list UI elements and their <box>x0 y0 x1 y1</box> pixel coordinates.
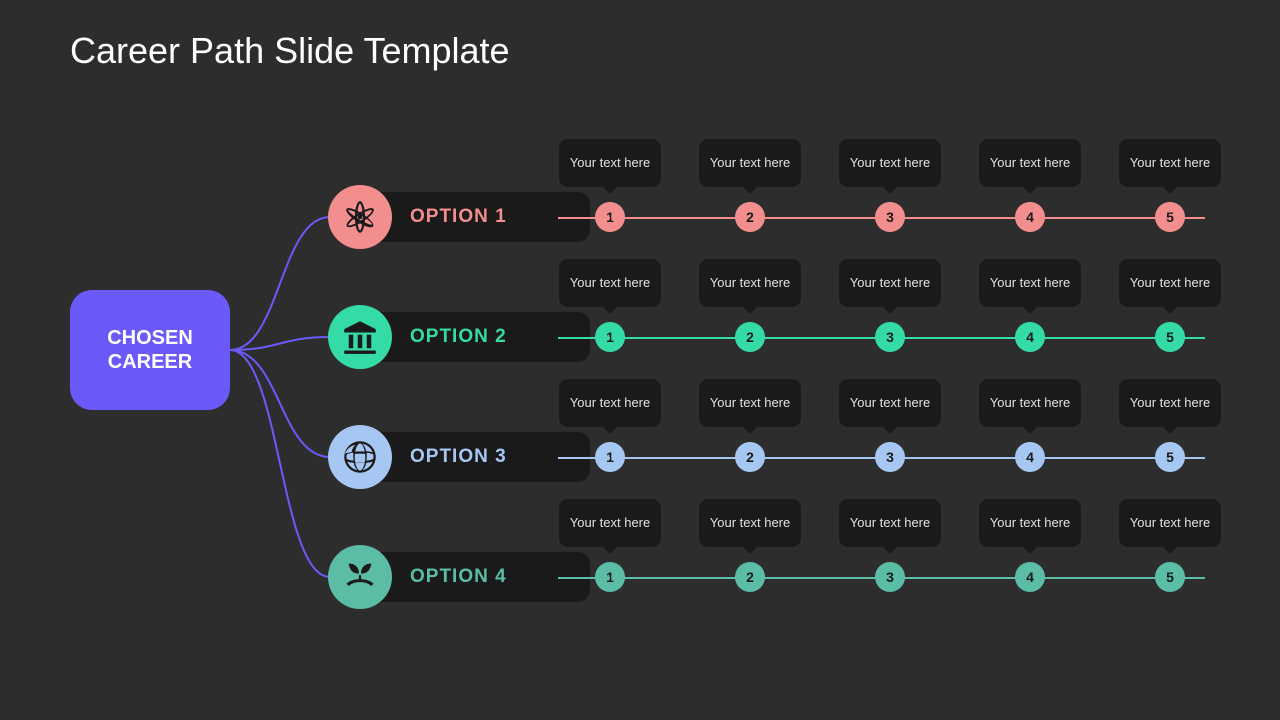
globe-icon <box>342 439 378 475</box>
steps-track-1: 1Your text here2Your text here3Your text… <box>610 217 1205 219</box>
step-node-3-4: 4 <box>1015 442 1045 472</box>
step-node-3-3: 3 <box>875 442 905 472</box>
step-node-2-3: 3 <box>875 322 905 352</box>
step-node-4-5: 5 <box>1155 562 1185 592</box>
chosen-career-label: CHOSEN CAREER <box>70 326 230 374</box>
step-label-3-4: Your text here <box>979 379 1081 427</box>
step-label-1-1: Your text here <box>559 139 661 187</box>
step-node-2-4: 4 <box>1015 322 1045 352</box>
steps-track-4: 1Your text here2Your text here3Your text… <box>610 577 1205 579</box>
step-label-2-1: Your text here <box>559 259 661 307</box>
step-node-4-3: 3 <box>875 562 905 592</box>
atom-icon-circle <box>328 185 392 249</box>
step-label-2-5: Your text here <box>1119 259 1221 307</box>
option-row-1: OPTION 1 <box>328 185 590 249</box>
lead-line-1 <box>558 217 610 219</box>
slide-title: Career Path Slide Template <box>70 30 510 72</box>
step-label-4-5: Your text here <box>1119 499 1221 547</box>
step-label-2-4: Your text here <box>979 259 1081 307</box>
step-node-2-5: 5 <box>1155 322 1185 352</box>
atom-icon <box>342 199 378 235</box>
option-label-4: OPTION 4 <box>360 552 590 602</box>
lead-line-4 <box>558 577 610 579</box>
step-label-4-2: Your text here <box>699 499 801 547</box>
lead-line-2 <box>558 337 610 339</box>
option-row-3: OPTION 3 <box>328 425 590 489</box>
option-label-1: OPTION 1 <box>360 192 590 242</box>
chosen-career-box: CHOSEN CAREER <box>70 290 230 410</box>
lead-line-3 <box>558 457 610 459</box>
step-label-4-1: Your text here <box>559 499 661 547</box>
step-label-2-2: Your text here <box>699 259 801 307</box>
plant-icon-circle <box>328 545 392 609</box>
step-label-1-4: Your text here <box>979 139 1081 187</box>
step-label-4-4: Your text here <box>979 499 1081 547</box>
option-label-3: OPTION 3 <box>360 432 590 482</box>
step-label-2-3: Your text here <box>839 259 941 307</box>
step-label-3-3: Your text here <box>839 379 941 427</box>
step-node-1-2: 2 <box>735 202 765 232</box>
option-row-2: OPTION 2 <box>328 305 590 369</box>
step-label-1-5: Your text here <box>1119 139 1221 187</box>
steps-track-2: 1Your text here2Your text here3Your text… <box>610 337 1205 339</box>
step-node-2-2: 2 <box>735 322 765 352</box>
step-node-1-5: 5 <box>1155 202 1185 232</box>
option-row-4: OPTION 4 <box>328 545 590 609</box>
step-node-3-2: 2 <box>735 442 765 472</box>
step-label-3-2: Your text here <box>699 379 801 427</box>
step-label-3-1: Your text here <box>559 379 661 427</box>
step-node-4-4: 4 <box>1015 562 1045 592</box>
step-label-4-3: Your text here <box>839 499 941 547</box>
step-node-3-5: 5 <box>1155 442 1185 472</box>
plant-icon <box>342 559 378 595</box>
step-label-1-2: Your text here <box>699 139 801 187</box>
step-node-1-3: 3 <box>875 202 905 232</box>
steps-track-3: 1Your text here2Your text here3Your text… <box>610 457 1205 459</box>
step-node-4-2: 2 <box>735 562 765 592</box>
globe-icon-circle <box>328 425 392 489</box>
bank-icon-circle <box>328 305 392 369</box>
option-label-2: OPTION 2 <box>360 312 590 362</box>
bank-icon <box>342 319 378 355</box>
step-node-1-4: 4 <box>1015 202 1045 232</box>
step-label-1-3: Your text here <box>839 139 941 187</box>
step-label-3-5: Your text here <box>1119 379 1221 427</box>
